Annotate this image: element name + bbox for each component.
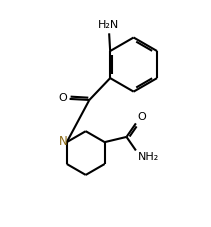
Text: NH₂: NH₂ — [138, 152, 159, 162]
Text: N: N — [59, 135, 67, 148]
Text: O: O — [58, 93, 67, 103]
Text: O: O — [138, 112, 146, 122]
Text: H₂N: H₂N — [97, 20, 119, 30]
